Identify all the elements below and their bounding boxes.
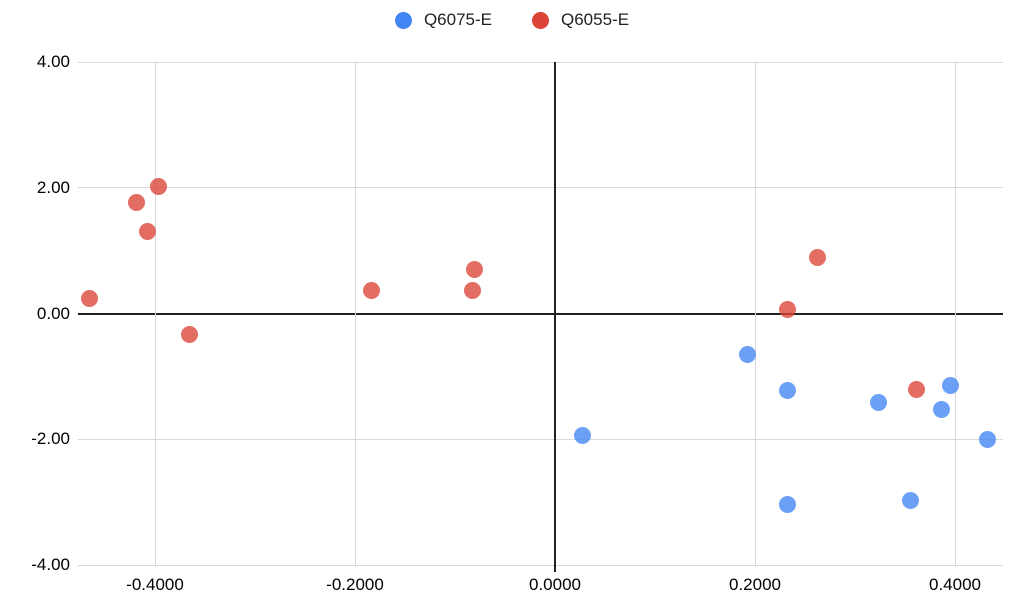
data-point-q6075-e[interactable] xyxy=(869,393,887,411)
vertical-gridline xyxy=(154,62,156,565)
data-point-q6055-e[interactable] xyxy=(80,289,98,307)
data-point-q6055-e[interactable] xyxy=(808,249,826,267)
y-axis-tick-label: -2.00 xyxy=(31,429,70,449)
data-point-q6075-e[interactable] xyxy=(573,426,591,444)
y-axis-tick-label: 0.00 xyxy=(36,303,70,323)
data-point-q6055-e[interactable] xyxy=(778,300,796,318)
legend-marker-icon xyxy=(532,11,549,29)
data-point-q6075-e[interactable] xyxy=(978,430,996,448)
horizontal-gridline xyxy=(78,187,1003,189)
data-point-q6055-e[interactable] xyxy=(465,260,483,278)
horizontal-gridline xyxy=(78,564,1003,566)
x-axis-zero-line xyxy=(78,312,1003,315)
legend-item-q6075-e[interactable]: Q6075-E xyxy=(394,10,492,30)
legend-label: Q6075-E xyxy=(423,10,492,29)
data-point-q6055-e[interactable] xyxy=(180,326,198,344)
horizontal-gridline xyxy=(78,61,1003,63)
legend-item-q6055-e[interactable]: Q6055-E xyxy=(532,10,629,30)
data-point-q6075-e[interactable] xyxy=(941,376,959,394)
y-axis-tick-label: -4.00 xyxy=(31,555,70,574)
data-point-q6075-e[interactable] xyxy=(778,381,796,399)
legend-label: Q6055-E xyxy=(561,10,630,29)
data-point-q6075-e[interactable] xyxy=(738,346,756,364)
x-axis-tick-label: -0.4000 xyxy=(126,575,184,594)
y-axis-tick-label: 2.00 xyxy=(36,177,70,197)
data-point-q6075-e[interactable] xyxy=(932,400,950,418)
data-point-q6055-e[interactable] xyxy=(127,193,145,211)
y-axis-zero-line xyxy=(554,62,556,572)
data-point-q6055-e[interactable] xyxy=(362,282,380,300)
legend-marker-icon xyxy=(394,11,412,29)
x-axis-tick-label: 0.2000 xyxy=(729,575,781,594)
vertical-gridline xyxy=(354,62,356,565)
plot-area[interactable] xyxy=(78,61,1003,572)
data-point-q6075-e[interactable] xyxy=(901,492,919,510)
vertical-gridline xyxy=(954,62,956,565)
data-point-q6055-e[interactable] xyxy=(149,177,167,195)
chart-legend: Q6075-E Q6055-E xyxy=(0,10,1024,30)
data-point-q6055-e[interactable] xyxy=(138,222,156,240)
horizontal-gridline xyxy=(78,438,1003,440)
x-axis-tick-label: 0.0000 xyxy=(529,575,581,594)
x-axis-tick-label: -0.2000 xyxy=(326,575,384,594)
vertical-gridline xyxy=(754,62,756,565)
x-axis-tick-label: 0.4000 xyxy=(929,575,981,594)
data-point-q6055-e[interactable] xyxy=(907,381,925,399)
y-axis-tick-label: 4.00 xyxy=(36,52,70,71)
data-point-q6075-e[interactable] xyxy=(778,496,796,514)
data-point-q6055-e[interactable] xyxy=(463,281,481,299)
